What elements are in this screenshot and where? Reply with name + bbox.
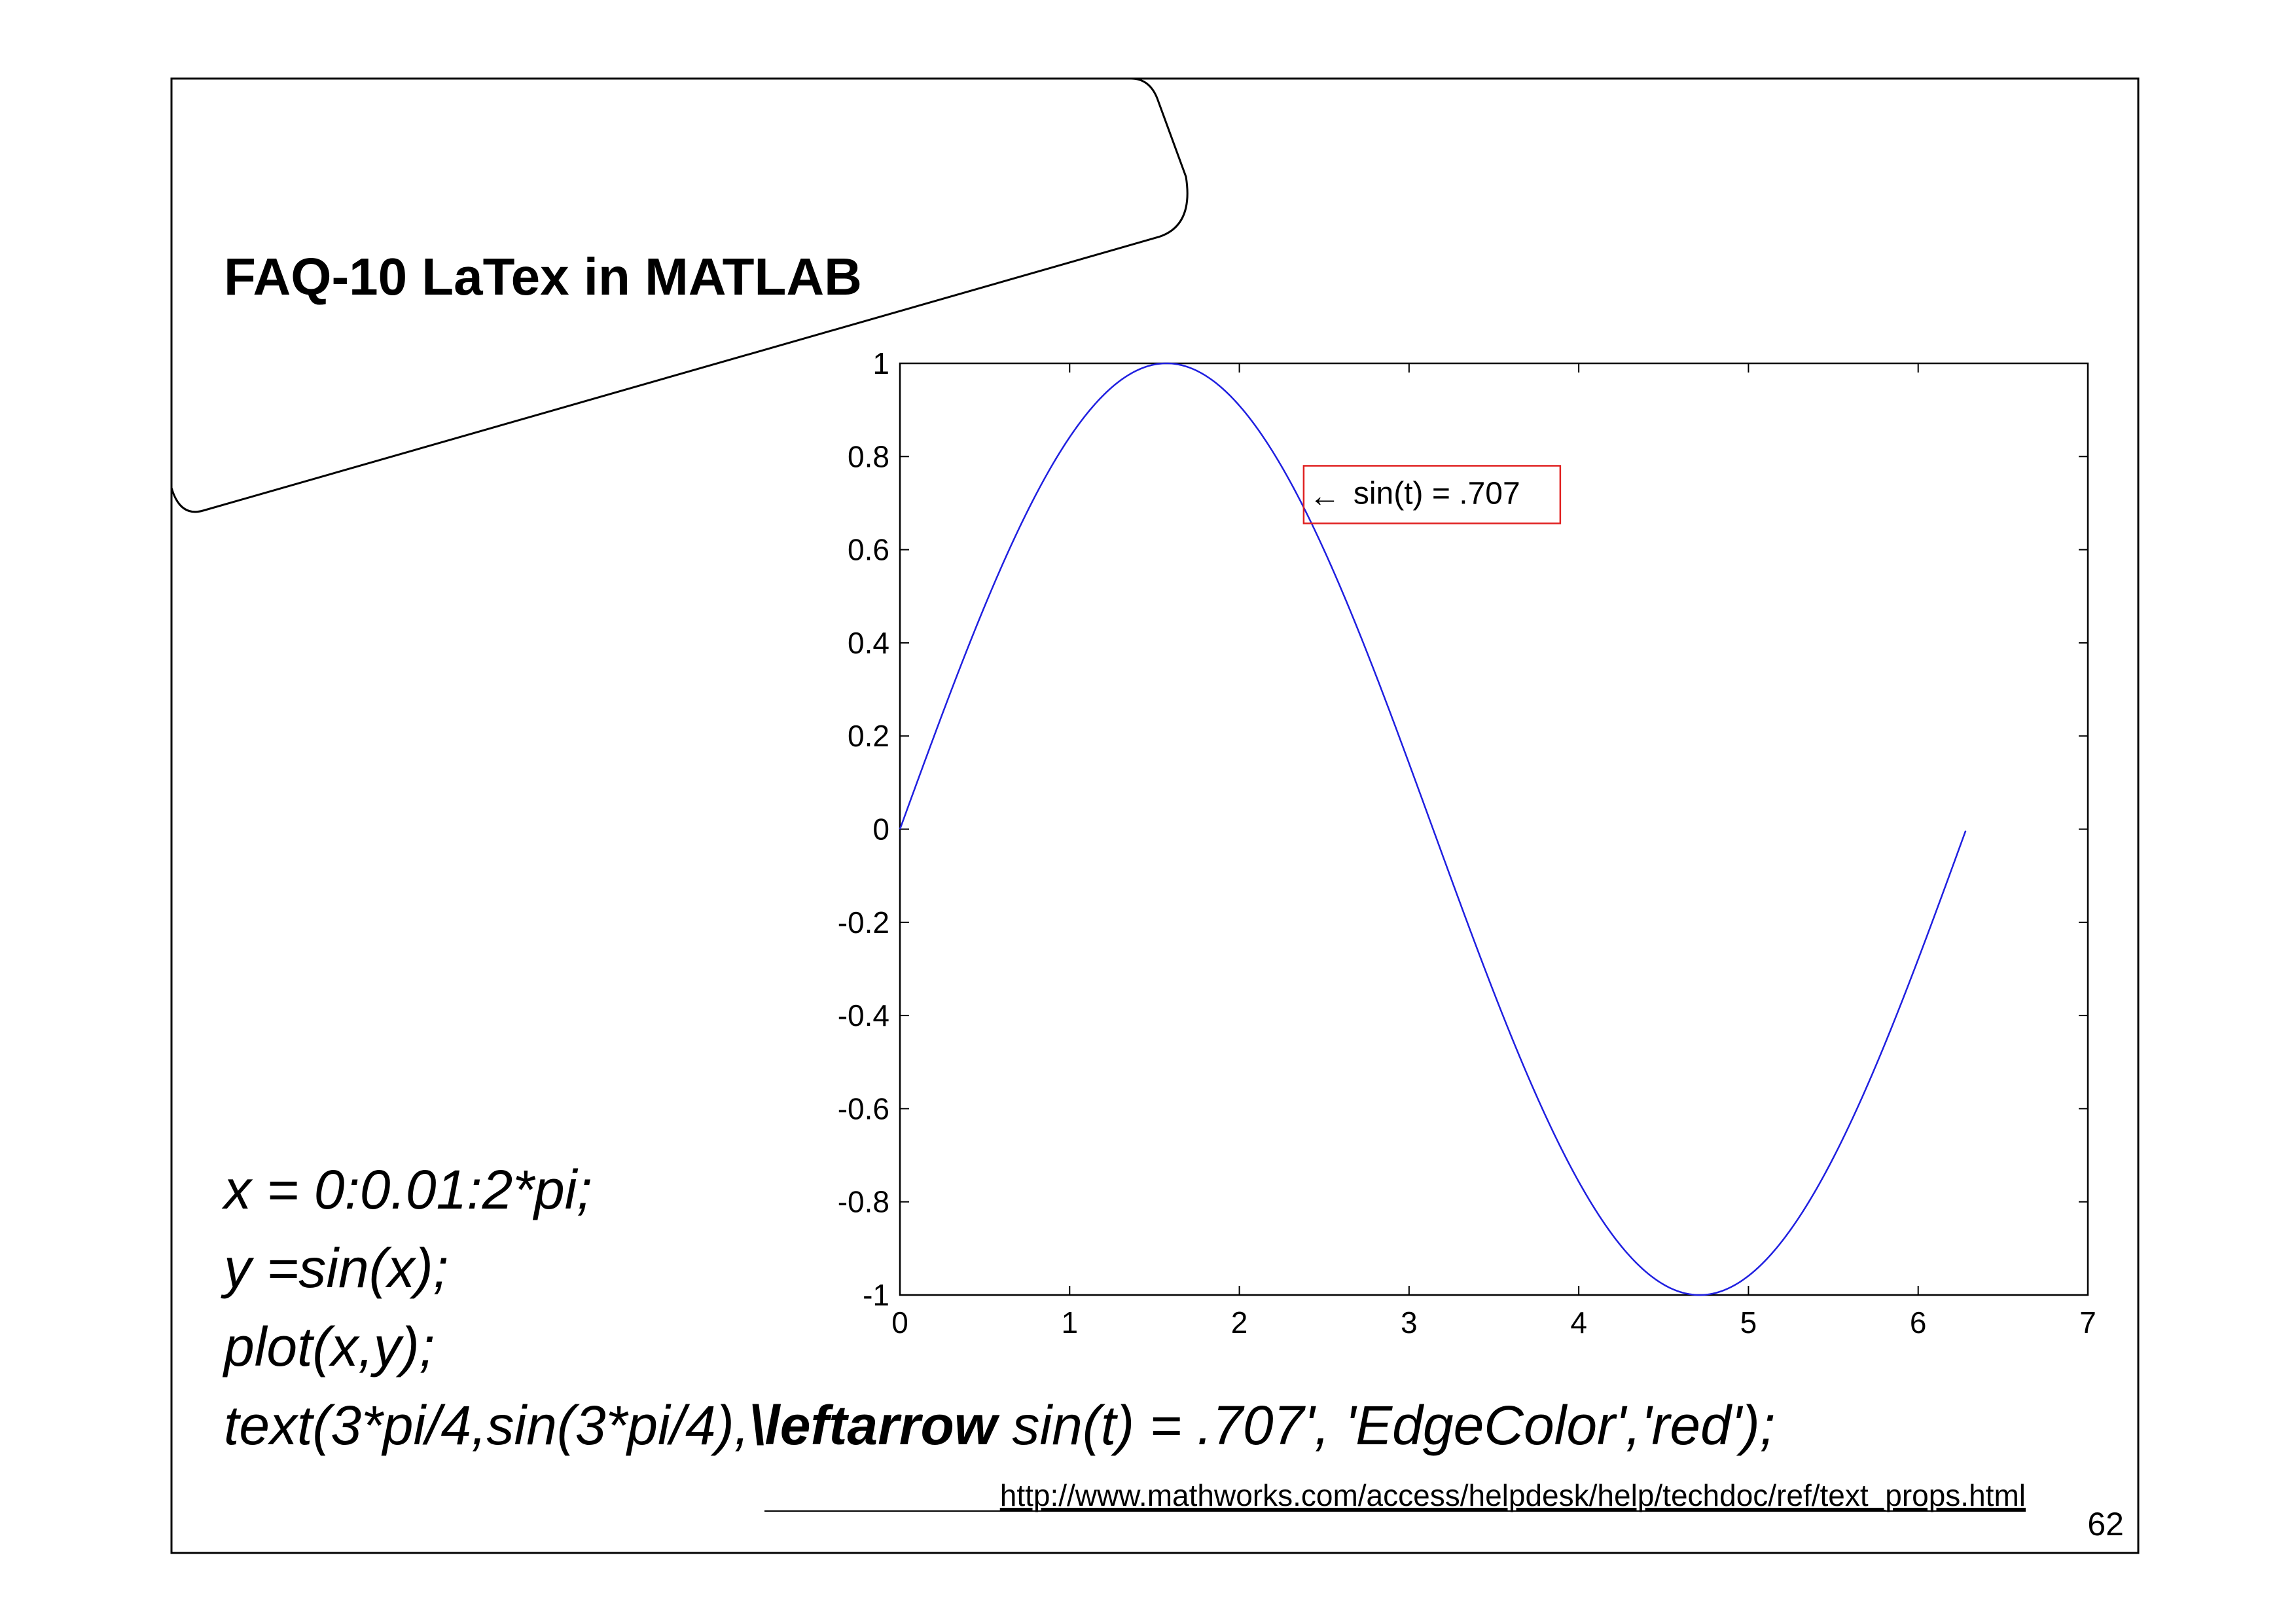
y-tick-label: 1 — [872, 346, 889, 380]
x-tick-label: 7 — [2079, 1305, 2096, 1340]
y-tick-label: 0.8 — [848, 439, 889, 473]
x-tick-label: 1 — [1061, 1305, 1078, 1340]
x-tick-label: 6 — [1910, 1305, 1927, 1340]
code-line-4: text(3*pi/4,sin(3*pi/4),\leftarrow sin(t… — [224, 1395, 1775, 1456]
ticks-layer — [899, 363, 2089, 1296]
y-tick-label: -0.6 — [838, 1091, 889, 1125]
code-line-4-prefix: text(3*pi/4,sin(3*pi/4), — [224, 1395, 749, 1456]
y-tick-label: 0.2 — [848, 719, 889, 753]
y-tick-label: 0 — [872, 812, 889, 847]
annotation: ← sin(t) = .707 — [1302, 465, 1562, 524]
x-tick-label: 4 — [1570, 1305, 1587, 1340]
sine-chart: 1 0.8 0.6 0.4 0.2 0 -0.2 -0.4 -0.6 -0.8 -1 0 1 2 3 4 5 6… — [838, 346, 2096, 1340]
y-tick-label: -0.8 — [838, 1185, 889, 1219]
annotation-text: sin(t) = .707 — [1354, 476, 1520, 511]
slide-frame — [170, 77, 2140, 1554]
x-tick-label: 5 — [1740, 1305, 1757, 1340]
y-tick-label: -1 — [863, 1278, 889, 1312]
code-line-2: y =sin(x); — [221, 1237, 448, 1299]
y-tick-label: 0.4 — [848, 626, 889, 660]
ytick-labels: 1 0.8 0.6 0.4 0.2 0 -0.2 -0.4 -0.6 -0.8 -1 — [838, 346, 889, 1312]
x-tick-label: 0 — [891, 1305, 908, 1340]
y-tick-label: 0.6 — [848, 533, 889, 567]
code-line-1: x = 0:0.01:2*pi; — [221, 1159, 592, 1220]
annotation-box — [1302, 465, 1562, 524]
code-line-4-bold: \leftarrow — [749, 1395, 1000, 1456]
x-tick-label: 3 — [1401, 1305, 1418, 1340]
series-line-sin — [899, 362, 1967, 1296]
page-number: 62 — [2087, 1506, 2124, 1542]
annotation-arrow: ← — [1309, 479, 1340, 513]
xtick-labels: 0 1 2 3 4 5 6 7 — [891, 1305, 2096, 1340]
code-line-3: plot(x,y); — [222, 1316, 435, 1377]
code-line-4-suffix: sin(t) = .707', 'EdgeColor','red'); — [997, 1395, 1775, 1456]
y-tick-label: -0.2 — [838, 905, 889, 939]
title-tab-shape — [170, 77, 1189, 513]
reference-link[interactable]: http://www.mathworks.com/access/helpdesk… — [1000, 1478, 2026, 1512]
y-tick-label: -0.4 — [838, 998, 889, 1032]
x-tick-label: 2 — [1231, 1305, 1248, 1340]
slide-title: FAQ-10 LaTex in MATLAB — [224, 247, 862, 306]
